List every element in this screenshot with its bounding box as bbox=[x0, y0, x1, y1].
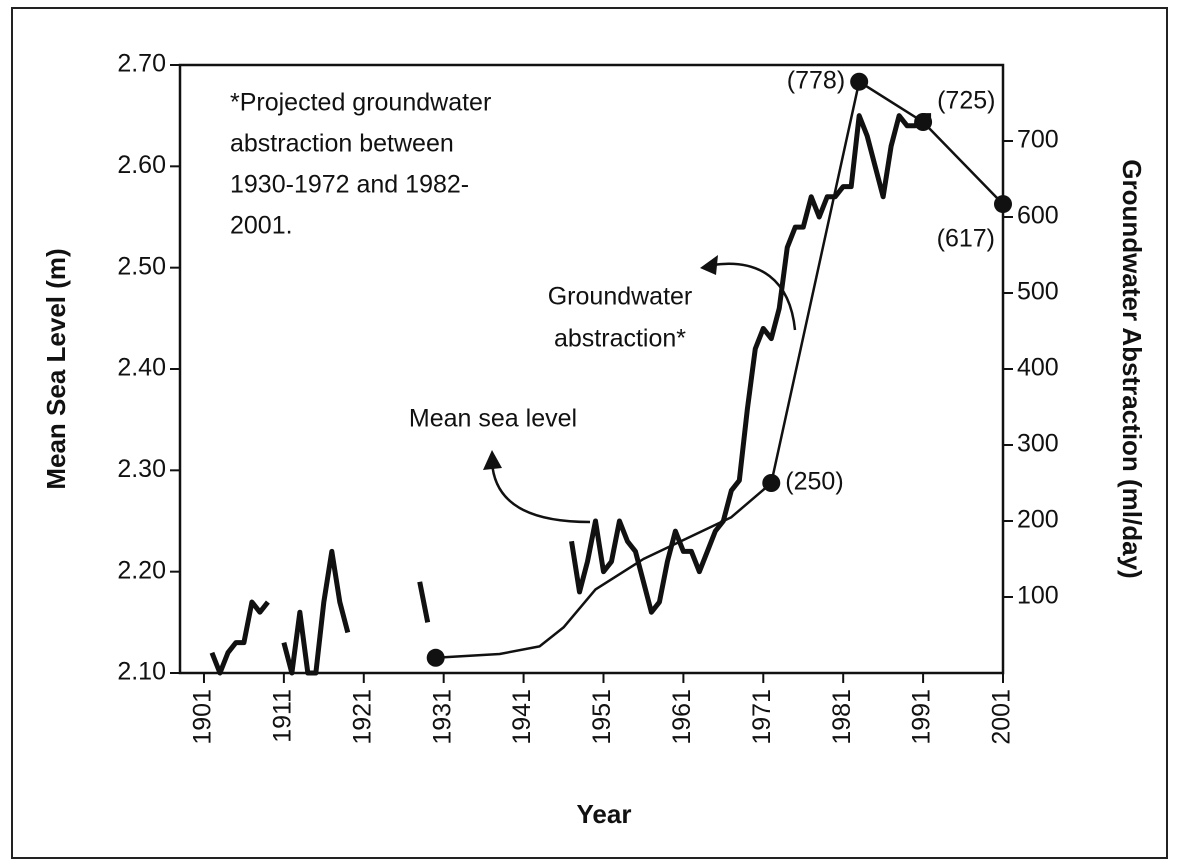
value-label: (778) bbox=[787, 66, 845, 94]
x-tick-label: 1911 bbox=[268, 689, 296, 743]
y-tick-label: 2.30 bbox=[117, 455, 166, 483]
arrow bbox=[490, 461, 591, 524]
annotation: abstraction* bbox=[554, 325, 686, 353]
y-tick-label: 2.70 bbox=[117, 50, 166, 78]
x-tick-label: 1951 bbox=[588, 689, 616, 745]
x-axis-title: Year bbox=[577, 799, 632, 829]
y2-tick-label: 600 bbox=[1017, 202, 1059, 230]
annotation: *Projected groundwater bbox=[230, 89, 491, 117]
arrow bbox=[711, 262, 797, 331]
arrow-head bbox=[700, 255, 718, 275]
value-label: (725) bbox=[937, 87, 995, 115]
annotation: 2001. bbox=[230, 212, 293, 240]
x-tick-label: 2001 bbox=[988, 689, 1016, 745]
y2-tick-label: 700 bbox=[1017, 126, 1059, 154]
annotation: abstraction between bbox=[230, 130, 454, 158]
y-tick-label: 2.60 bbox=[117, 151, 166, 179]
series-line bbox=[209, 599, 270, 676]
x-tick-label: 1941 bbox=[508, 689, 536, 745]
x-tick-label: 1991 bbox=[908, 689, 936, 745]
value-label: (617) bbox=[937, 225, 995, 253]
y2-tick-label: 400 bbox=[1017, 354, 1059, 382]
point bbox=[426, 648, 445, 667]
series-line bbox=[417, 581, 431, 623]
y2-axis-title: Groundwater Abstraction (ml/day) bbox=[1117, 159, 1147, 578]
y-tick-label: 2.10 bbox=[117, 658, 166, 686]
arrow-head bbox=[483, 450, 502, 470]
x-tick-label: 1901 bbox=[189, 689, 217, 745]
point bbox=[994, 195, 1012, 214]
annotation: 1930-1972 and 1982- bbox=[230, 171, 469, 199]
x-tick-label: 1961 bbox=[668, 689, 696, 745]
annotation: Groundwater bbox=[548, 283, 693, 311]
x-tick-label: 1921 bbox=[348, 689, 376, 745]
point bbox=[762, 474, 781, 492]
y-tick-label: 2.40 bbox=[117, 354, 166, 382]
series-line bbox=[281, 548, 351, 676]
y-tick-label: 2.50 bbox=[117, 252, 166, 280]
point bbox=[850, 72, 869, 91]
x-tick-label: 1931 bbox=[428, 689, 456, 745]
y2-tick-label: 200 bbox=[1017, 506, 1059, 534]
value-label: (250) bbox=[785, 468, 843, 496]
y-axis-title: Mean Sea Level (m) bbox=[41, 248, 71, 489]
series-line bbox=[435, 80, 1004, 660]
y2-tick-label: 500 bbox=[1017, 278, 1059, 306]
y-tick-label: 2.20 bbox=[117, 556, 166, 584]
y2-tick-label: 300 bbox=[1017, 430, 1059, 458]
x-tick-label: 1971 bbox=[748, 689, 776, 745]
y2-tick-label: 100 bbox=[1017, 582, 1059, 610]
annotation: Mean sea level bbox=[409, 405, 577, 433]
frame bbox=[11, 7, 1168, 859]
series-line bbox=[569, 113, 932, 615]
point bbox=[914, 113, 933, 131]
x-tick-label: 1981 bbox=[828, 689, 856, 745]
